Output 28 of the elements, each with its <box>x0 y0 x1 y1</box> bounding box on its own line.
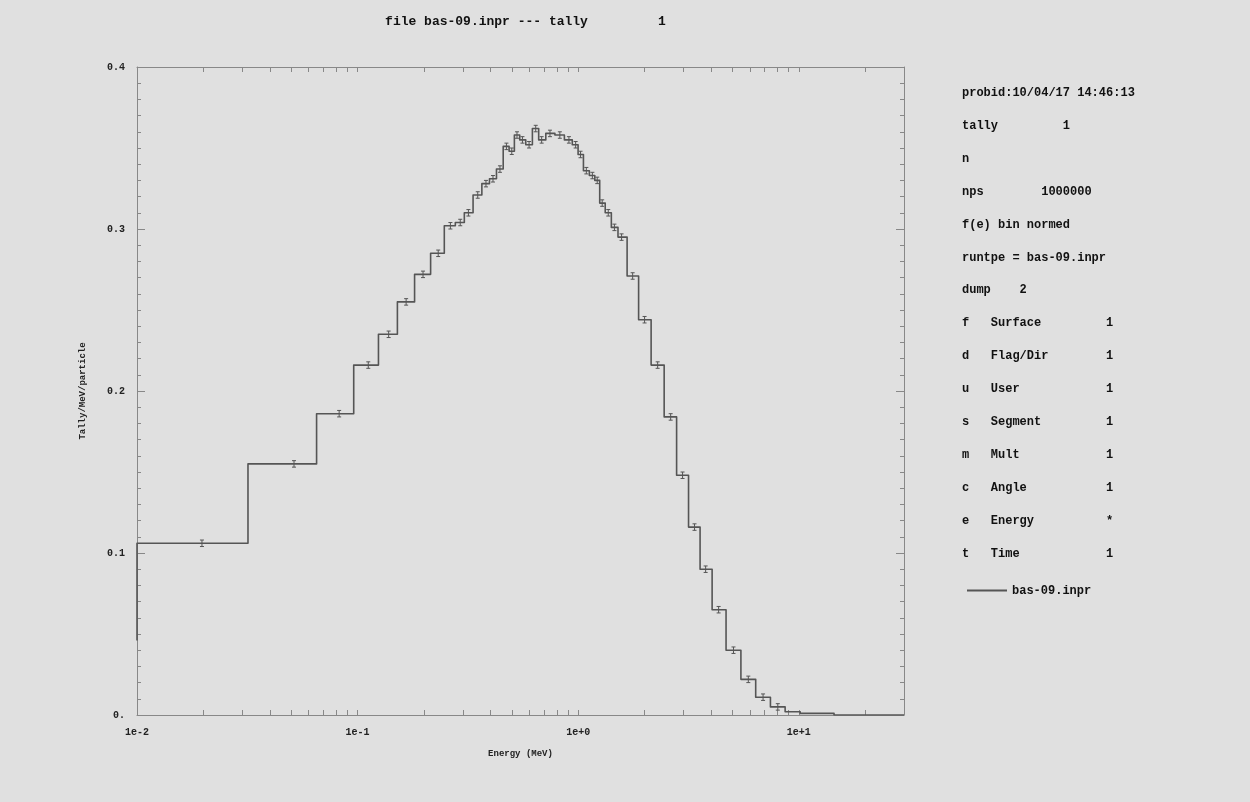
y-tick-label: 0.3 <box>106 223 125 235</box>
text: runtpe = bas-09.inpr <box>962 250 1107 265</box>
text: t Time 1 <box>962 546 1114 561</box>
text: d Flag/Dir 1 <box>962 349 1114 364</box>
x-tick-label: 1e-1 <box>345 726 370 738</box>
x-tick-label: 1e-2 <box>124 726 150 738</box>
y-tick-label: 0. <box>112 709 125 721</box>
text: f Surface 1 <box>962 316 1114 331</box>
text: probid:10/04/17 14:46:13 <box>962 86 1135 100</box>
text: u User 1 <box>962 382 1114 397</box>
text: tally 1 <box>962 118 1071 133</box>
legend-label: bas-09.inpr <box>1012 583 1092 598</box>
text: f(e) bin normed <box>962 217 1071 232</box>
y-tick-label: 0.1 <box>106 547 125 559</box>
text: m Mult 1 <box>962 447 1114 462</box>
x-axis-title: Energy (MeV) <box>488 748 553 759</box>
text: n <box>962 151 970 166</box>
y-tick-label: 0.4 <box>106 61 125 73</box>
text: e Energy * <box>962 513 1114 528</box>
y-tick-label: 0.2 <box>106 385 125 397</box>
text: s Segment 1 <box>962 415 1114 429</box>
x-tick-label: 1e+1 <box>786 726 811 738</box>
text: c Angle 1 <box>962 480 1114 495</box>
x-tick-label: 1e+0 <box>566 726 591 738</box>
text: dump 2 <box>962 283 1027 298</box>
text: nps 1000000 <box>962 184 1092 199</box>
chart-title: file bas-09.inpr --- tally 1 <box>385 14 667 29</box>
y-axis-title: Tally/MeV/particle <box>77 342 88 440</box>
